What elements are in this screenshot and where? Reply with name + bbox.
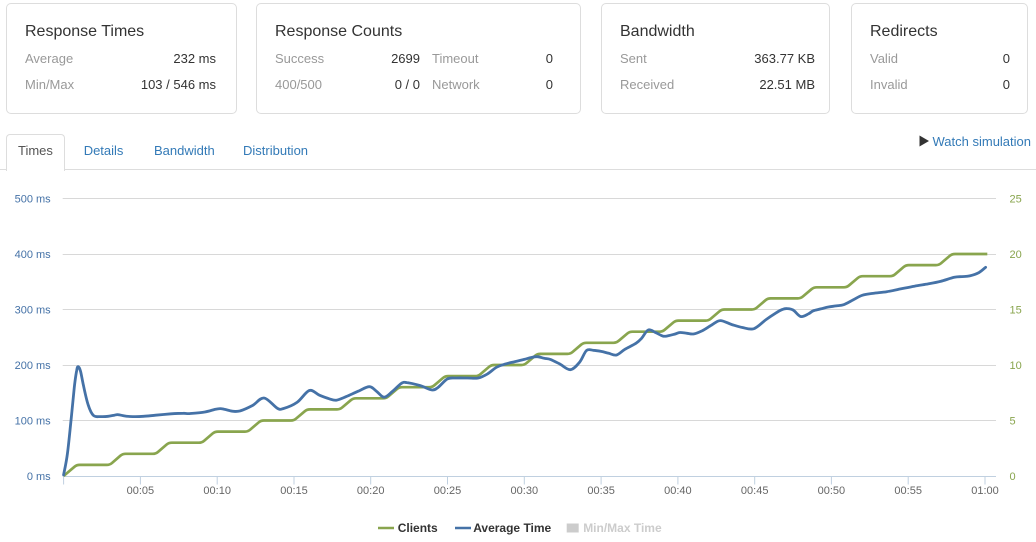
svg-text:0: 0 — [1010, 471, 1016, 483]
svg-text:5: 5 — [1010, 416, 1016, 428]
svg-text:00:25: 00:25 — [434, 485, 462, 497]
svg-text:01:00: 01:00 — [971, 485, 999, 497]
svg-text:15: 15 — [1010, 305, 1022, 317]
svg-text:00:50: 00:50 — [818, 485, 846, 497]
svg-text:400 ms: 400 ms — [15, 249, 52, 261]
svg-text:200 ms: 200 ms — [15, 360, 52, 372]
svg-text:00:35: 00:35 — [587, 485, 615, 497]
svg-text:100 ms: 100 ms — [15, 416, 52, 428]
svg-text:00:30: 00:30 — [511, 485, 539, 497]
svg-text:00:55: 00:55 — [894, 485, 922, 497]
svg-text:00:15: 00:15 — [280, 485, 308, 497]
svg-text:00:45: 00:45 — [741, 485, 769, 497]
svg-text:500 ms: 500 ms — [15, 194, 52, 206]
svg-text:00:40: 00:40 — [664, 485, 692, 497]
svg-text:00:20: 00:20 — [357, 485, 385, 497]
svg-text:0 ms: 0 ms — [27, 471, 51, 483]
svg-text:Min/Max Time: Min/Max Time — [583, 521, 662, 535]
svg-text:00:05: 00:05 — [127, 485, 155, 497]
svg-text:00:10: 00:10 — [203, 485, 231, 497]
svg-text:300 ms: 300 ms — [15, 305, 52, 317]
svg-text:Average Time: Average Time — [473, 521, 551, 535]
svg-text:10: 10 — [1010, 360, 1022, 372]
svg-text:Clients: Clients — [398, 521, 438, 535]
svg-text:20: 20 — [1010, 249, 1022, 261]
svg-text:25: 25 — [1010, 193, 1022, 205]
